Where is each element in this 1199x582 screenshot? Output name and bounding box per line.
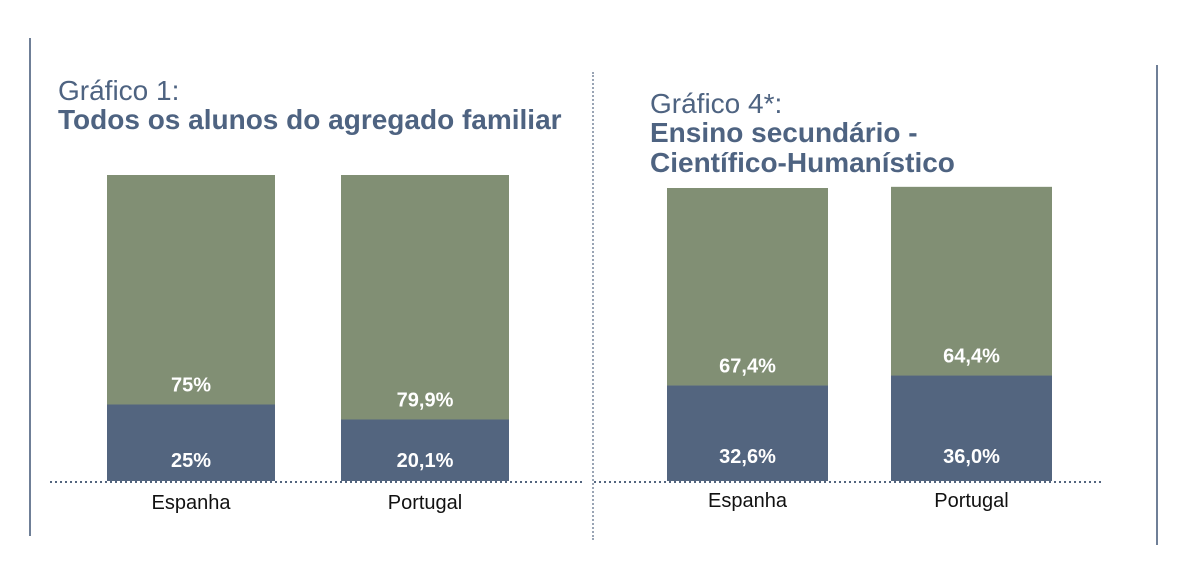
- category-label-espanha: Espanha: [152, 492, 232, 514]
- bar-espanha-segment-0: [107, 404, 275, 481]
- bar-portugal-segment-1: [891, 186, 1052, 376]
- left-border-line: [29, 38, 31, 536]
- chart-2: Gráfico 4*: Ensino secundário - Científi…: [594, 0, 1154, 582]
- chart-2-title: Gráfico 4*: Ensino secundário - Científi…: [650, 89, 955, 177]
- chart-1-title-line2: Todos os alunos do agregado familiar: [58, 104, 562, 136]
- data-label: 79,9%: [397, 389, 454, 411]
- chart-1-title: Gráfico 1: Todos os alunos do agregado f…: [58, 76, 562, 135]
- right-border-line: [1156, 65, 1158, 545]
- chart-2-plot: 32,6% 67,4% Espanha 36,0% 64,4% Portugal: [594, 186, 1104, 512]
- data-label: 32,6%: [719, 446, 776, 468]
- data-label: 20,1%: [397, 450, 454, 472]
- chart-1-title-line1: Gráfico 1:: [58, 75, 180, 106]
- data-label: 64,4%: [943, 346, 1000, 368]
- bar-espanha-segment-0: [667, 385, 828, 481]
- chart-1-plot: 25% 75% Espanha 20,1% 79,9% Portugal: [50, 175, 582, 514]
- chart-2-title-line1: Gráfico 4*:: [650, 88, 783, 119]
- bar-espanha-segment-1: [107, 175, 275, 405]
- data-label: 75%: [171, 375, 211, 397]
- category-label-espanha: Espanha: [708, 490, 788, 512]
- chart-2-title-line2: Ensino secundário - Científico-Humanísti…: [650, 117, 955, 178]
- center-divider-line: [592, 72, 594, 540]
- chart-1: Gráfico 1: Todos os alunos do agregado f…: [0, 0, 592, 582]
- bar-portugal-segment-0: [341, 419, 509, 481]
- data-label: 36,0%: [943, 446, 1000, 468]
- data-label: 25%: [171, 450, 211, 472]
- bar-espanha-segment-1: [667, 188, 828, 386]
- data-label: 67,4%: [719, 355, 776, 377]
- bar-portugal-segment-1: [341, 175, 509, 420]
- category-label-portugal: Portugal: [934, 490, 1009, 512]
- category-label-portugal: Portugal: [388, 492, 463, 514]
- bar-portugal-segment-0: [891, 375, 1052, 481]
